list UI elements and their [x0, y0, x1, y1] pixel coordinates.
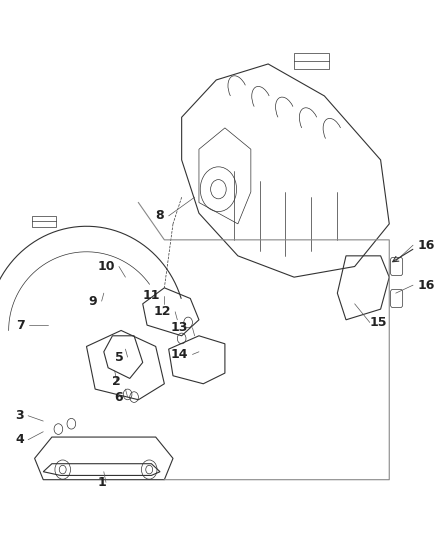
Text: 3: 3 [15, 409, 24, 422]
Text: 14: 14 [171, 348, 188, 361]
Text: 7: 7 [16, 319, 25, 332]
Text: 12: 12 [153, 305, 171, 318]
Text: 6: 6 [115, 391, 123, 403]
Text: 2: 2 [113, 375, 121, 387]
Text: 16: 16 [417, 239, 435, 252]
Text: 8: 8 [156, 209, 164, 222]
Text: 15: 15 [370, 316, 387, 329]
Text: 4: 4 [15, 433, 24, 446]
Text: 9: 9 [88, 295, 97, 308]
Text: 11: 11 [142, 289, 160, 302]
Text: 1: 1 [97, 476, 106, 489]
Text: 16: 16 [417, 279, 435, 292]
Text: 13: 13 [171, 321, 188, 334]
Text: 5: 5 [114, 351, 123, 364]
Text: 10: 10 [97, 260, 115, 273]
